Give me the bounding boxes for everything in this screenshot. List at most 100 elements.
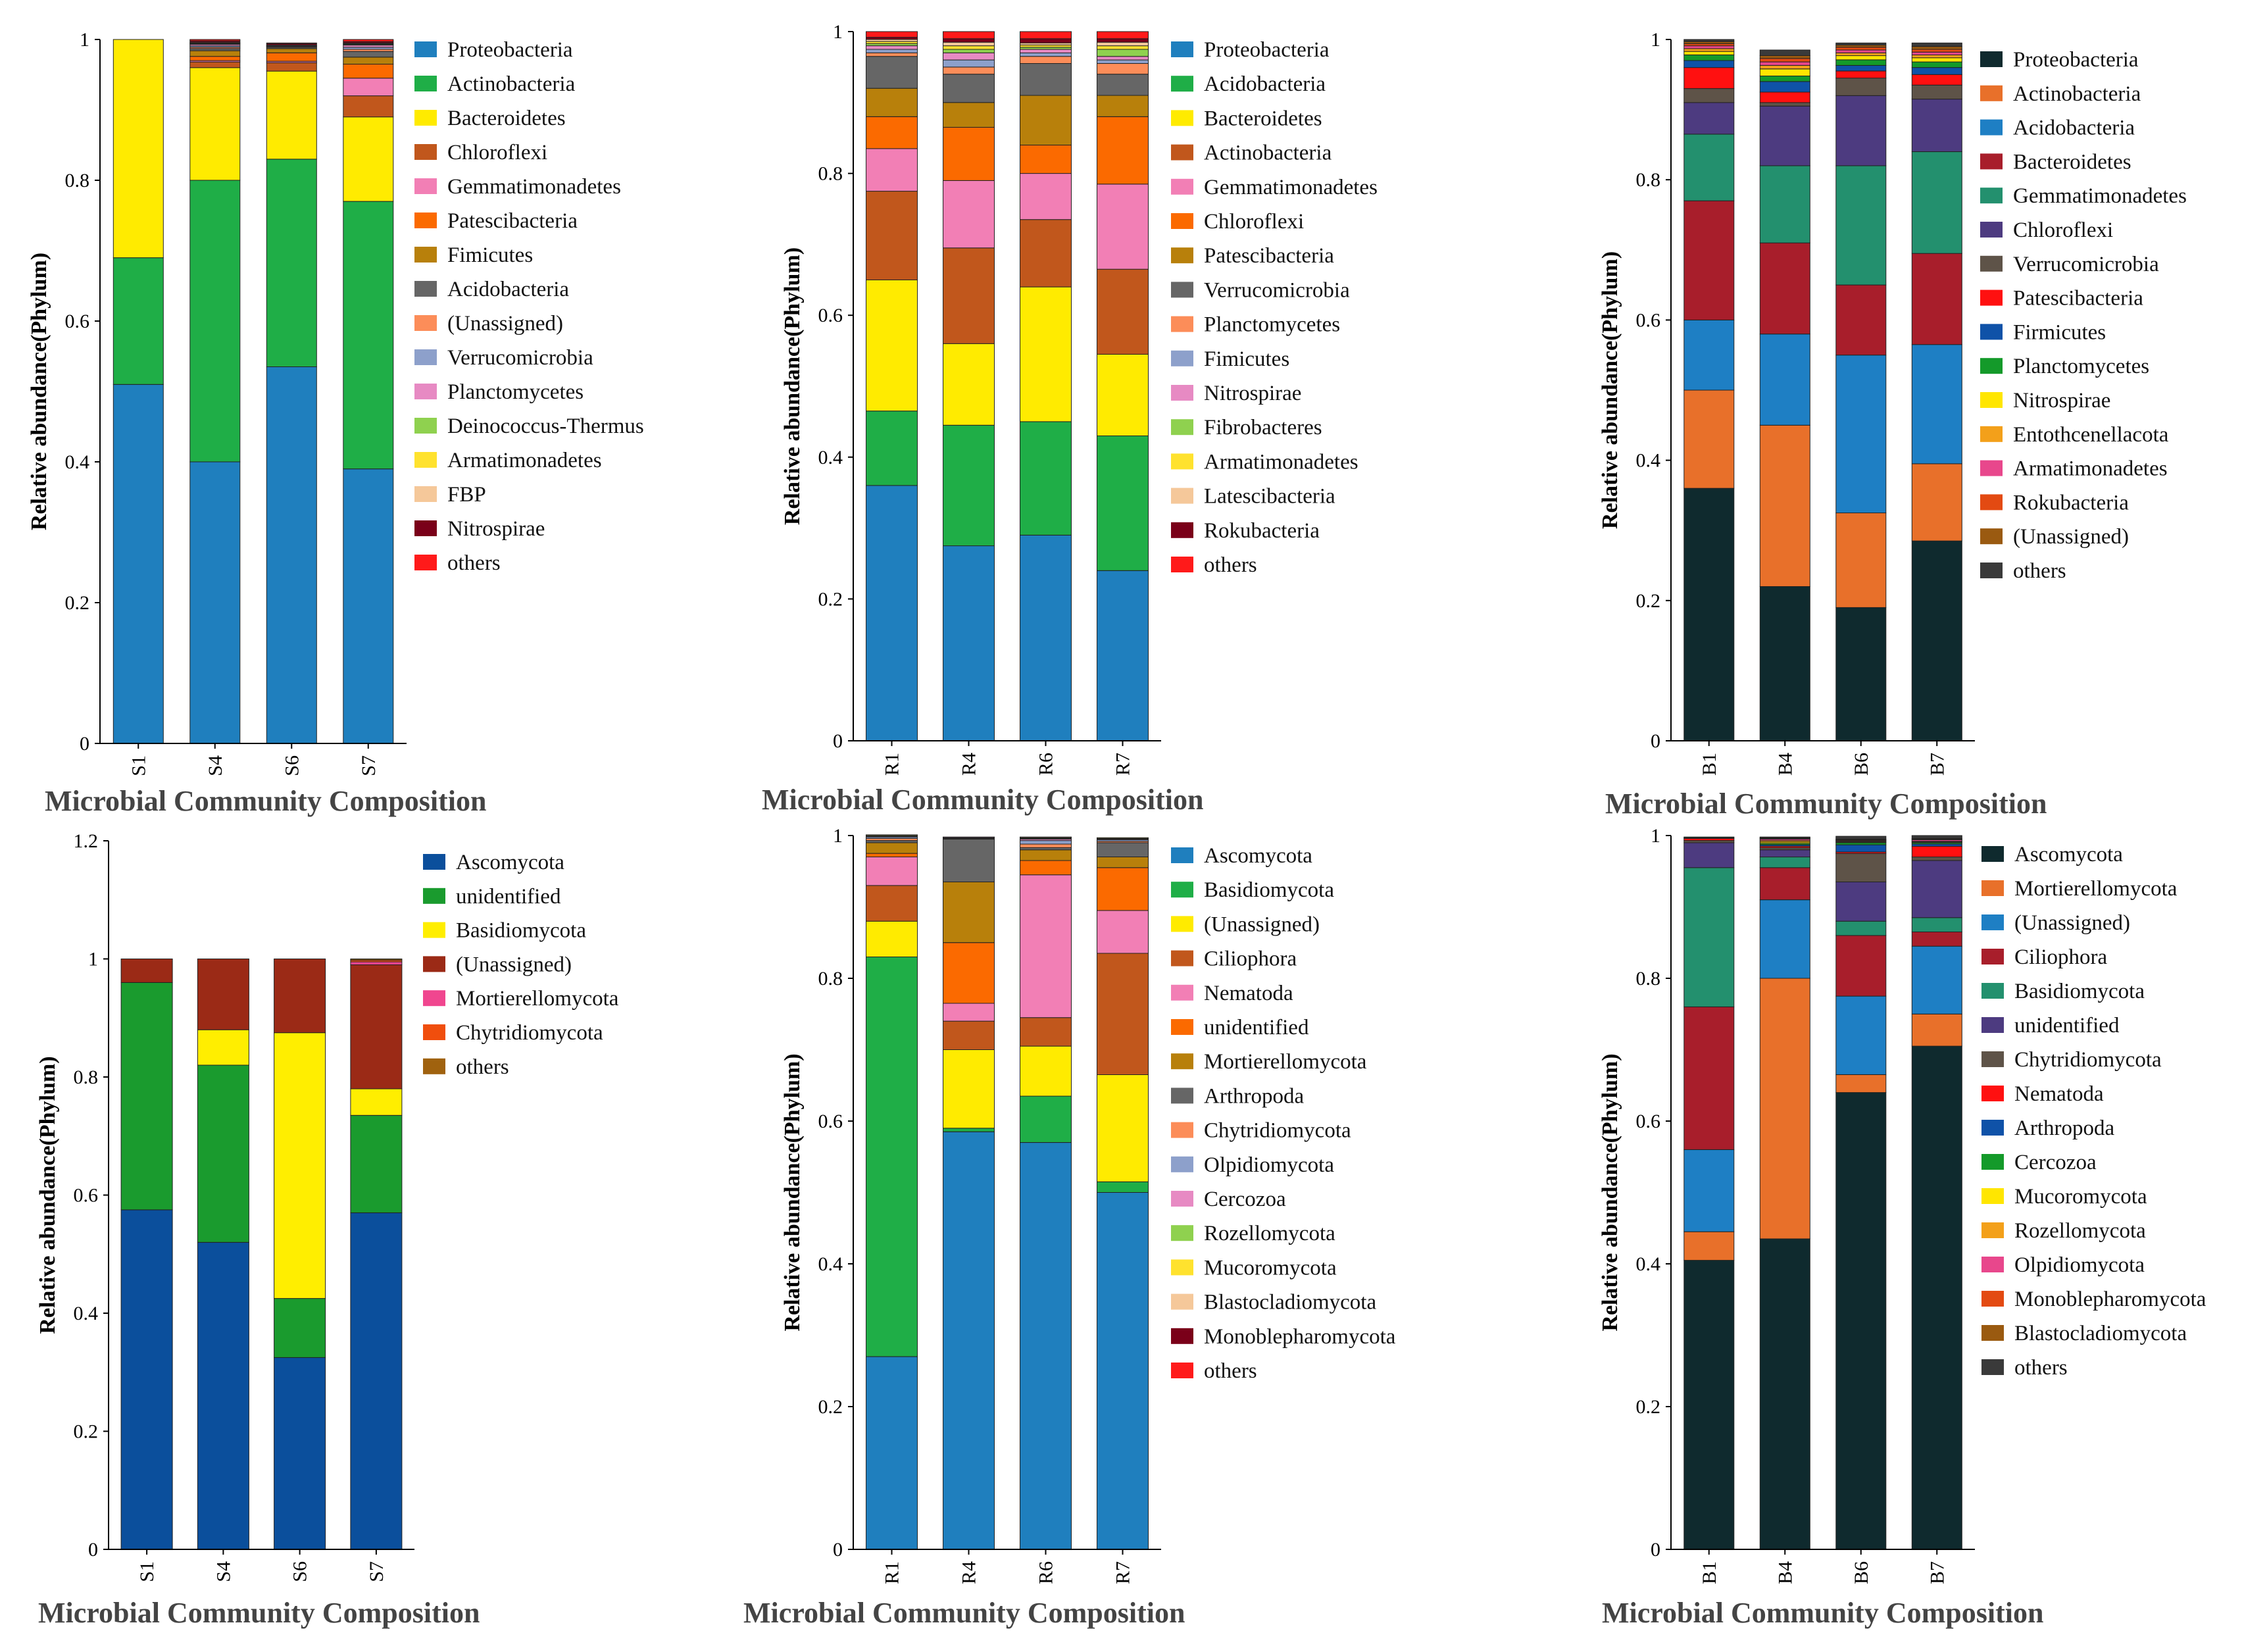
legend-label: Cercozoa — [1204, 1188, 1286, 1211]
bar-segment-R7-armatimonadetes — [1097, 45, 1149, 50]
y-axis-label: Relative abundance(Phylum) — [27, 253, 51, 530]
legend-swatch — [1980, 222, 2003, 238]
y-tick-label: 0.2 — [74, 1421, 99, 1443]
legend-label: Deinococcus-Thermus — [447, 414, 644, 438]
bar-segment-S7-actinobacteria — [343, 201, 394, 470]
bar-segment-S7-basidiomycota — [350, 1088, 403, 1116]
bar-segment-R7-verrucomicrobia — [1097, 74, 1149, 96]
bar-segment-B4-planctomycetes — [1759, 75, 1810, 82]
bar-segment-B1-cercozoa — [1683, 836, 1735, 838]
y-tick-label: 0.4 — [74, 1303, 99, 1324]
legend-label: Ascomycota — [2014, 843, 2123, 866]
legend-swatch — [1171, 1328, 1193, 1344]
legend-label: Chloroflexi — [447, 141, 547, 164]
y-tick-label: 0.2 — [65, 592, 90, 614]
legend-label: Ciliophora — [1204, 947, 1297, 971]
bar-segment-S6--unassigned- — [274, 959, 326, 1034]
legend-swatch — [1171, 1293, 1193, 1310]
x-tick-label: B6 — [1851, 1561, 1872, 1584]
legend-label: Acidobacteria — [1204, 72, 1326, 96]
bar-segment-R4-others — [943, 31, 995, 39]
legend-swatch — [1981, 1222, 2004, 1238]
bar-segment-B1-ascomycota — [1683, 1260, 1735, 1550]
legend-label: Verrucomicrobia — [447, 346, 593, 370]
y-tick-label: 0 — [833, 1539, 843, 1561]
legend-swatch — [423, 888, 445, 904]
legend-label: Gemmatimonadetes — [447, 175, 621, 199]
y-tick-label: 0.6 — [74, 1185, 99, 1207]
bar-segment-S7-ascomycota — [350, 1212, 403, 1550]
legend-label: Mortierellomycota — [2014, 877, 2178, 901]
y-tick-label: 1 — [1651, 825, 1660, 847]
chart-title: Microbial Community Composition — [45, 785, 486, 817]
bar-segment-R4-rokubacteria — [943, 38, 995, 43]
legend-label: Bacteroidetes — [447, 107, 566, 130]
legend-swatch — [1981, 983, 2004, 999]
legend-label: others — [456, 1055, 509, 1079]
legend-swatch — [1980, 51, 2003, 67]
bar-segment-B1-gemmatimonadetes — [1683, 134, 1735, 201]
legend-swatch — [1981, 1051, 2004, 1067]
bar-segment-R6-gemmatimonadetes — [1020, 173, 1072, 220]
legend-swatch — [1171, 1191, 1193, 1207]
x-tick-label: S7 — [366, 1561, 387, 1582]
legend-swatch — [1980, 528, 2003, 545]
bar-segment-R4-latescibacteria — [943, 41, 995, 47]
bar-segment-R6-olpidiomycota — [1020, 840, 1072, 845]
bar-segment-B1-patescibacteria — [1683, 67, 1735, 89]
bar-segment-S4-chloroflexi — [189, 61, 241, 68]
legend-label: (Unassigned) — [2013, 525, 2129, 549]
bar-segment-R6-nitrospirae — [1020, 49, 1072, 53]
y-tick-label: 0.4 — [1636, 450, 1661, 472]
bar-segment-S7-acidobacteria — [343, 51, 394, 58]
legend-label: Chytridiomycota — [456, 1021, 603, 1045]
legend-swatch — [423, 1058, 445, 1074]
legend-label: Chytridiomycota — [1204, 1119, 1351, 1143]
bar-segment-B6-acidobacteria — [1835, 355, 1887, 514]
bar-segment-B7-ascomycota — [1911, 1045, 1962, 1550]
bar-segment-B6-ascomycota — [1835, 1092, 1887, 1550]
bar-segment-B6-rokubacteria — [1835, 47, 1887, 51]
bar-segment-B4-acidobacteria — [1759, 334, 1810, 426]
y-tick-label: 0.4 — [1636, 1253, 1661, 1275]
legend-label: Nematoda — [1204, 982, 1293, 1005]
bar-segment-B7-chytridiomycota — [1911, 857, 1962, 861]
y-axis-label: Relative abundance(Phylum) — [780, 247, 805, 525]
legend-swatch — [1171, 316, 1193, 332]
y-tick-label: 0.6 — [818, 305, 843, 326]
chart-panel-1: S1 S4 S6 S7 0 0.2 0.4 0.6 0.8 1 Relative abundance… — [27, 29, 644, 817]
legend-label: Latescibacteria — [1204, 485, 1335, 509]
bar-segment-S6-proteobacteria — [266, 366, 317, 744]
legend-label: Actinobacteria — [2013, 82, 2141, 106]
legend-swatch — [1171, 385, 1193, 401]
legend-swatch — [414, 555, 437, 570]
chart-title: Microbial Community Composition — [38, 1597, 480, 1629]
bar-segment-S6-fimicutes — [266, 48, 317, 53]
legend-swatch — [1980, 289, 2003, 306]
legend-swatch — [1981, 1325, 2004, 1341]
bar-segment-B1-unidentified — [1683, 842, 1735, 868]
y-tick-label: 0.4 — [65, 451, 90, 473]
legend-label: unidentified — [2014, 1014, 2120, 1038]
bar-segment-B1-nitrospirae — [1683, 51, 1735, 55]
legend-swatch — [1171, 984, 1193, 1001]
legend-swatch — [1980, 392, 2003, 408]
legend-label: Fimicutes — [447, 243, 533, 267]
legend: Ascomycota unidentified Basidiomycota (Unas… — [423, 851, 619, 1079]
y-axis-label: Relative abundance(Phylum) — [36, 1056, 60, 1334]
bar-segment-B7-mortierellomycota — [1911, 1013, 1962, 1047]
bar-segment-R6-chytridiomycota — [1020, 843, 1072, 848]
legend-swatch — [1981, 1120, 2004, 1136]
legend-swatch — [1980, 188, 2003, 204]
bar-segment-R1-ciliophora — [866, 885, 918, 922]
bar-segment-S4-unidentified — [197, 1064, 249, 1243]
legend-label: Mucoromycota — [2014, 1185, 2147, 1209]
bar-segment-B4-others — [1759, 836, 1810, 838]
bar-segment-B4-others — [1759, 49, 1810, 56]
bar-segment-B7-bacteroidetes — [1911, 253, 1962, 345]
bar-segment-S7-patescibacteria — [343, 63, 394, 79]
x-tick-label: S6 — [289, 1561, 311, 1582]
y-tick-label: 1 — [833, 825, 843, 847]
bar-segment-B1-proteobacteria — [1683, 488, 1735, 741]
y-axis-label: Relative abundance(Phylum) — [1598, 251, 1622, 529]
